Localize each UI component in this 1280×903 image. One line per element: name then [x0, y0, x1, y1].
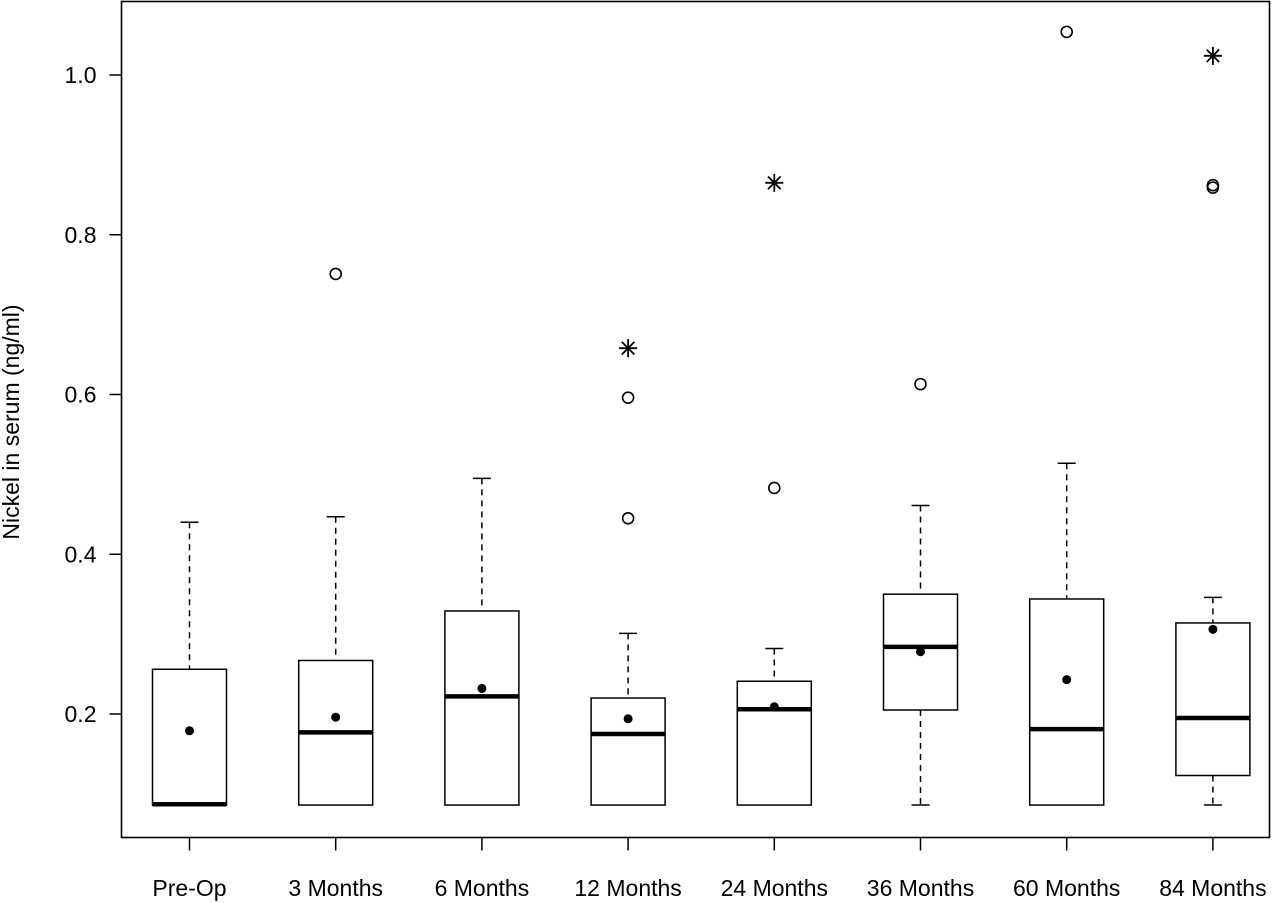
y-axis: 0.2 0.4 0.6 0.8 1.0 [65, 62, 122, 727]
outlier-point [1060, 25, 1073, 39]
box-group-7 [1175, 46, 1251, 806]
outlier-point [621, 391, 635, 404]
plot-frame [120, 0, 1271, 839]
mean-point [916, 647, 925, 657]
y-tick-label: 0.4 [65, 541, 97, 567]
y-tick-label: 0.2 [65, 701, 97, 727]
y-tick-label: 0.6 [65, 382, 97, 408]
extreme-outlier-point [619, 339, 638, 358]
mean-point [1208, 624, 1218, 634]
x-tick-label: 12 Months [574, 875, 681, 901]
mean-point [769, 702, 779, 712]
outlier-point [767, 481, 781, 495]
iqr-box [444, 610, 520, 806]
mean-point [623, 714, 633, 724]
x-axis: Pre-Op 3 Months 6 Months 12 Months 24 Months… [152, 837, 1267, 901]
outlier-point [329, 267, 343, 281]
x-tick-label: Pre-Op [152, 875, 226, 901]
box-group-2 [444, 477, 520, 806]
mean-point [331, 712, 341, 722]
x-tick-label: 84 Months [1159, 875, 1266, 901]
box-group-6 [1028, 25, 1105, 806]
x-tick-label: 24 Months [721, 875, 828, 901]
box-group-3 [590, 339, 666, 806]
outlier-point [914, 377, 927, 391]
iqr-box [151, 668, 228, 806]
box-group-5 [882, 377, 959, 806]
iqr-box [1028, 598, 1105, 806]
iqr-box [736, 680, 813, 806]
y-axis-title: Nickel in serum (ng/ml) [0, 304, 24, 539]
box-group-1 [297, 267, 374, 806]
iqr-box [1175, 622, 1251, 777]
box-group-4 [736, 173, 813, 806]
outlier-point [1206, 178, 1220, 192]
box-group-0 [151, 521, 228, 807]
box-series [151, 25, 1251, 807]
x-tick-label: 3 Months [288, 875, 383, 901]
x-tick-label: 60 Months [1013, 875, 1120, 901]
mean-point [1062, 675, 1072, 685]
outlier-point [621, 512, 635, 525]
mean-point [477, 683, 487, 693]
x-tick-label: 36 Months [867, 875, 974, 901]
iqr-box [590, 697, 666, 806]
y-tick-label: 0.8 [65, 222, 97, 248]
y-tick-label: 1.0 [65, 62, 97, 88]
extreme-outlier-point [1203, 46, 1222, 65]
x-tick-label: 6 Months [435, 875, 530, 901]
mean-point [185, 726, 194, 736]
extreme-outlier-point [765, 173, 784, 192]
